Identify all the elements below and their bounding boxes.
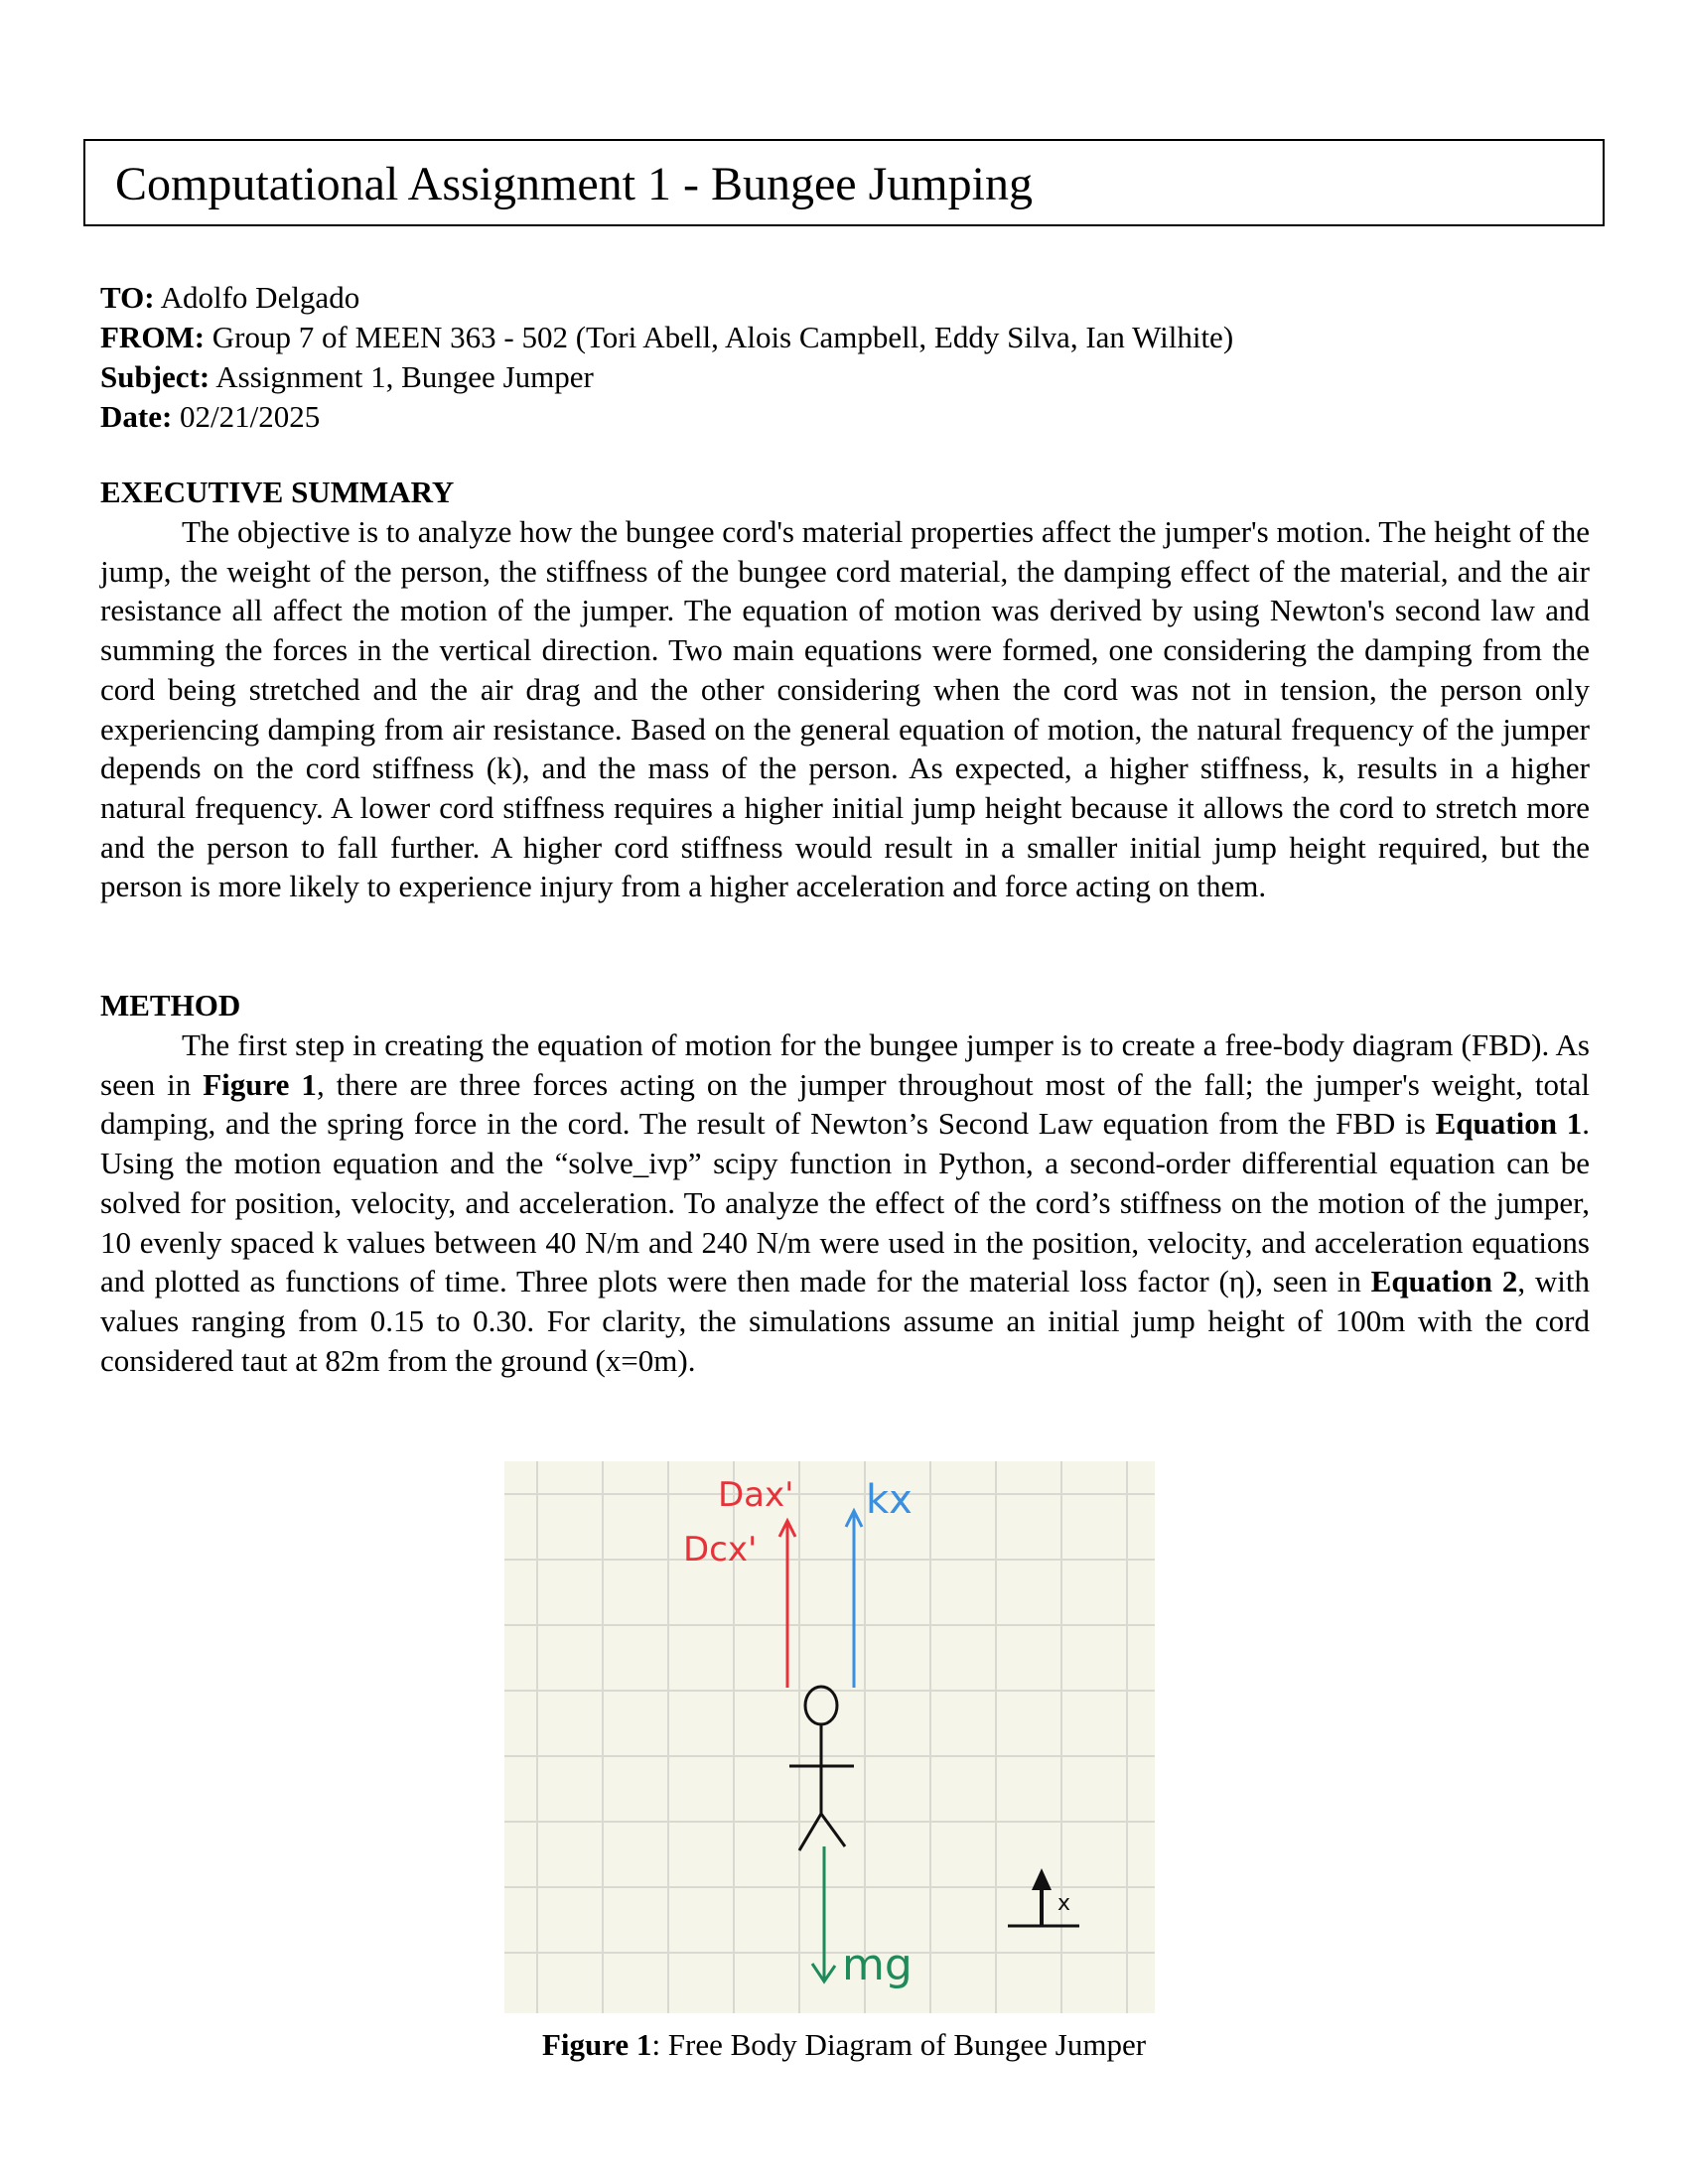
jumper-leg-right: [819, 1813, 847, 1847]
memo-to: TO: Adolfo Delgado: [100, 278, 1233, 318]
spring-arrowhead: [844, 1507, 864, 1528]
method-text-part: The first step in creating the equation …: [100, 1027, 1590, 1102]
method-text-part: . Using the motion equation and the “sol…: [100, 1106, 1591, 1299]
dcx-label: Dcx': [683, 1530, 757, 1570]
coordinate-indicator: x: [1008, 1868, 1079, 1928]
document-title: Computational Assignment 1 - Bungee Jump…: [115, 158, 1033, 210]
memo-date: Date: 02/21/2025: [100, 397, 1233, 437]
method-text-part: , there are three forces acting on the j…: [100, 1066, 1590, 1142]
free-body-diagram: Dax' Dcx' kx mg x: [504, 1461, 1155, 2013]
jumper-figure: [789, 1685, 854, 1851]
weight-arrowhead: [810, 1963, 837, 1984]
damping-arrowhead: [777, 1517, 797, 1538]
grid-lines: [504, 1461, 1155, 2013]
memo-subject-label: Subject:: [100, 359, 211, 394]
memo-header: TO: Adolfo Delgado FROM: Group 7 of MEEN…: [100, 278, 1233, 437]
memo-to-label: TO:: [100, 280, 155, 315]
memo-from-value: Group 7 of MEEN 363 - 502 (Tori Abell, A…: [205, 320, 1234, 354]
mg-label: mg: [842, 1940, 913, 1990]
x-axis-label: x: [1057, 1891, 1070, 1916]
memo-to-value: Adolfo Delgado: [154, 280, 360, 315]
method-heading: METHOD: [100, 988, 241, 1023]
memo-subject-value: Assignment 1, Bungee Jumper: [210, 359, 594, 394]
figure-caption-text: : Free Body Diagram of Bungee Jumper: [651, 2027, 1147, 2062]
title-box: Computational Assignment 1 - Bungee Jump…: [83, 139, 1605, 226]
executive-summary-text: The objective is to analyze how the bung…: [100, 514, 1590, 904]
memo-subject: Subject: Assignment 1, Bungee Jumper: [100, 357, 1233, 397]
method-text-part: , with values ranging from 0.15 to 0.30.…: [100, 1264, 1590, 1378]
grid-background: [504, 1461, 1155, 2013]
fbd-svg: Dax' Dcx' kx mg x: [504, 1461, 1155, 2013]
figure-caption-label: Figure 1: [541, 2027, 652, 2062]
figure-reference: Figure 1: [203, 1066, 317, 1102]
dax-label: Dax': [718, 1475, 793, 1515]
method-text: The first step in creating the equation …: [100, 1025, 1590, 1380]
equation-1-reference: Equation 1: [1435, 1106, 1583, 1142]
executive-summary-heading: EXECUTIVE SUMMARY: [100, 475, 455, 509]
memo-date-label: Date:: [100, 399, 173, 434]
coordinate-arrowhead: [1032, 1868, 1052, 1890]
memo-date-value: 02/21/2025: [172, 399, 321, 434]
equation-2-reference: Equation 2: [1370, 1264, 1518, 1299]
kx-label: kx: [866, 1477, 913, 1523]
memo-from: FROM: Group 7 of MEEN 363 - 502 (Tori Ab…: [100, 318, 1233, 357]
jumper-leg-left: [797, 1813, 823, 1851]
figure-caption: Figure 1: Free Body Diagram of Bungee Ju…: [0, 2025, 1688, 2065]
memo-from-label: FROM:: [100, 320, 206, 354]
